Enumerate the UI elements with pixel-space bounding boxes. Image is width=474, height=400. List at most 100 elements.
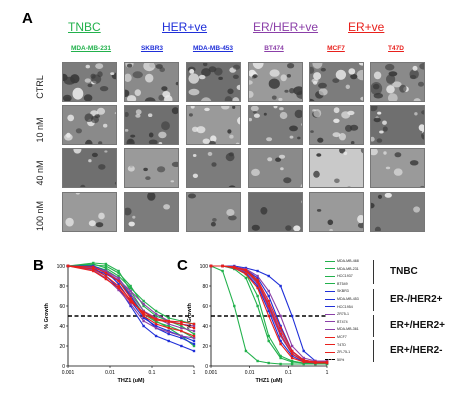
data-point [221, 269, 224, 273]
y-tick-label: 20 [59, 344, 65, 350]
data-point [192, 342, 196, 346]
data-point [167, 319, 170, 323]
x-tick-label: 0.1 [149, 370, 156, 376]
legend-group-er-her2: ER-/HER2+ [390, 294, 443, 305]
data-point [290, 362, 294, 366]
x-tick-label: 0.001 [205, 370, 218, 376]
data-point [154, 322, 158, 326]
legend-label: BT474 [337, 319, 348, 324]
legend: MDA-MB-468 MDA-MB-231 HCC1937 BT549 SKBR3 MDA… [325, 256, 474, 391]
panel-letter-c: C [177, 257, 188, 274]
data-point [244, 269, 248, 273]
data-point [279, 284, 282, 288]
data-point [256, 278, 259, 282]
data-point [192, 344, 196, 348]
legend-label: ZR75-1 [337, 312, 349, 317]
data-point [302, 359, 305, 363]
data-point [117, 284, 120, 288]
micrograph [186, 62, 241, 102]
micrograph [186, 148, 241, 188]
data-point [267, 361, 270, 365]
micrograph [186, 192, 241, 232]
data-point [180, 326, 183, 330]
y-tick-label: 40 [202, 324, 208, 330]
data-point [180, 320, 183, 324]
data-point [129, 292, 132, 296]
data-point [279, 342, 282, 346]
series-line [67, 262, 195, 347]
data-point [192, 339, 196, 343]
micrograph [186, 105, 241, 145]
data-point [256, 286, 259, 290]
data-point [279, 354, 282, 358]
data-point [129, 294, 132, 298]
y-tick-label: 100 [200, 264, 209, 270]
micrograph [309, 62, 364, 102]
data-point [192, 324, 196, 328]
micrograph [124, 192, 179, 232]
data-point [256, 304, 259, 308]
cell-line-label: MDA-MB-453 [192, 45, 234, 52]
growth-chart-c: 0 20 40 60 80 100 0.001 0.01 0.1 1 THZ1 (uM) % Grow… [187, 264, 329, 384]
data-point [290, 352, 294, 356]
data-point [129, 289, 132, 293]
data-point [167, 322, 170, 326]
data-point [256, 280, 259, 284]
y-axis-title: % Growth [44, 303, 50, 329]
cell-line-label: MCF7 [327, 45, 345, 52]
legend-item: MCF7 [325, 335, 347, 339]
legend-swatch [325, 275, 335, 277]
data-point [256, 282, 259, 286]
group-header-tnbc: TNBC [68, 20, 101, 34]
data-point [192, 349, 196, 353]
micrograph [370, 62, 425, 102]
data-point [267, 309, 270, 313]
data-point [192, 336, 196, 340]
data-point [279, 324, 282, 328]
treatment-label: 100 nM [35, 200, 45, 232]
data-point [209, 264, 213, 268]
data-point [104, 274, 108, 278]
micrograph [370, 105, 425, 145]
legend-group-er-her2-pos: ER+/HER2+ [390, 320, 446, 331]
data-point [117, 269, 120, 273]
legend-label: T47D [337, 342, 346, 347]
data-point [154, 312, 158, 316]
legend-swatch [325, 283, 335, 285]
data-point [267, 294, 270, 298]
legend-label: HCC1937 [337, 274, 353, 279]
legend-swatch [325, 298, 335, 300]
x-tick-label: 0.001 [62, 370, 75, 376]
micrograph [62, 62, 117, 102]
series-line [211, 265, 327, 362]
data-point [256, 276, 259, 280]
data-point [256, 294, 259, 298]
y-tick-label: 60 [59, 304, 65, 310]
data-point [167, 330, 170, 334]
legend-label: MDA-MB-231 [337, 266, 359, 271]
data-point [129, 300, 132, 304]
data-point [192, 322, 196, 326]
data-point [167, 326, 170, 330]
data-point [244, 276, 248, 280]
panel-letter-b: B [33, 257, 44, 274]
x-tick-label: 1 [326, 370, 329, 376]
y-tick-label: 60 [202, 304, 208, 310]
group-header-er-her: ER/HER+ve [253, 20, 319, 34]
cell-line-label: BT474 [264, 45, 284, 52]
y-tick-label: 80 [202, 284, 208, 290]
data-point [233, 265, 236, 269]
data-point [154, 324, 158, 328]
data-point [256, 269, 259, 273]
legend-bracket [373, 289, 378, 311]
legend-group-er-her2-neg: ER+/HER2- [390, 345, 443, 356]
data-point [279, 339, 282, 343]
data-point [129, 296, 132, 300]
series-line [211, 265, 327, 363]
data-point [244, 272, 248, 276]
legend-label: ZR-75-1 [337, 350, 351, 355]
legend-group-tnbc: TNBC [390, 266, 418, 277]
data-point [142, 310, 145, 314]
data-point [302, 356, 305, 360]
micrograph [248, 192, 303, 232]
